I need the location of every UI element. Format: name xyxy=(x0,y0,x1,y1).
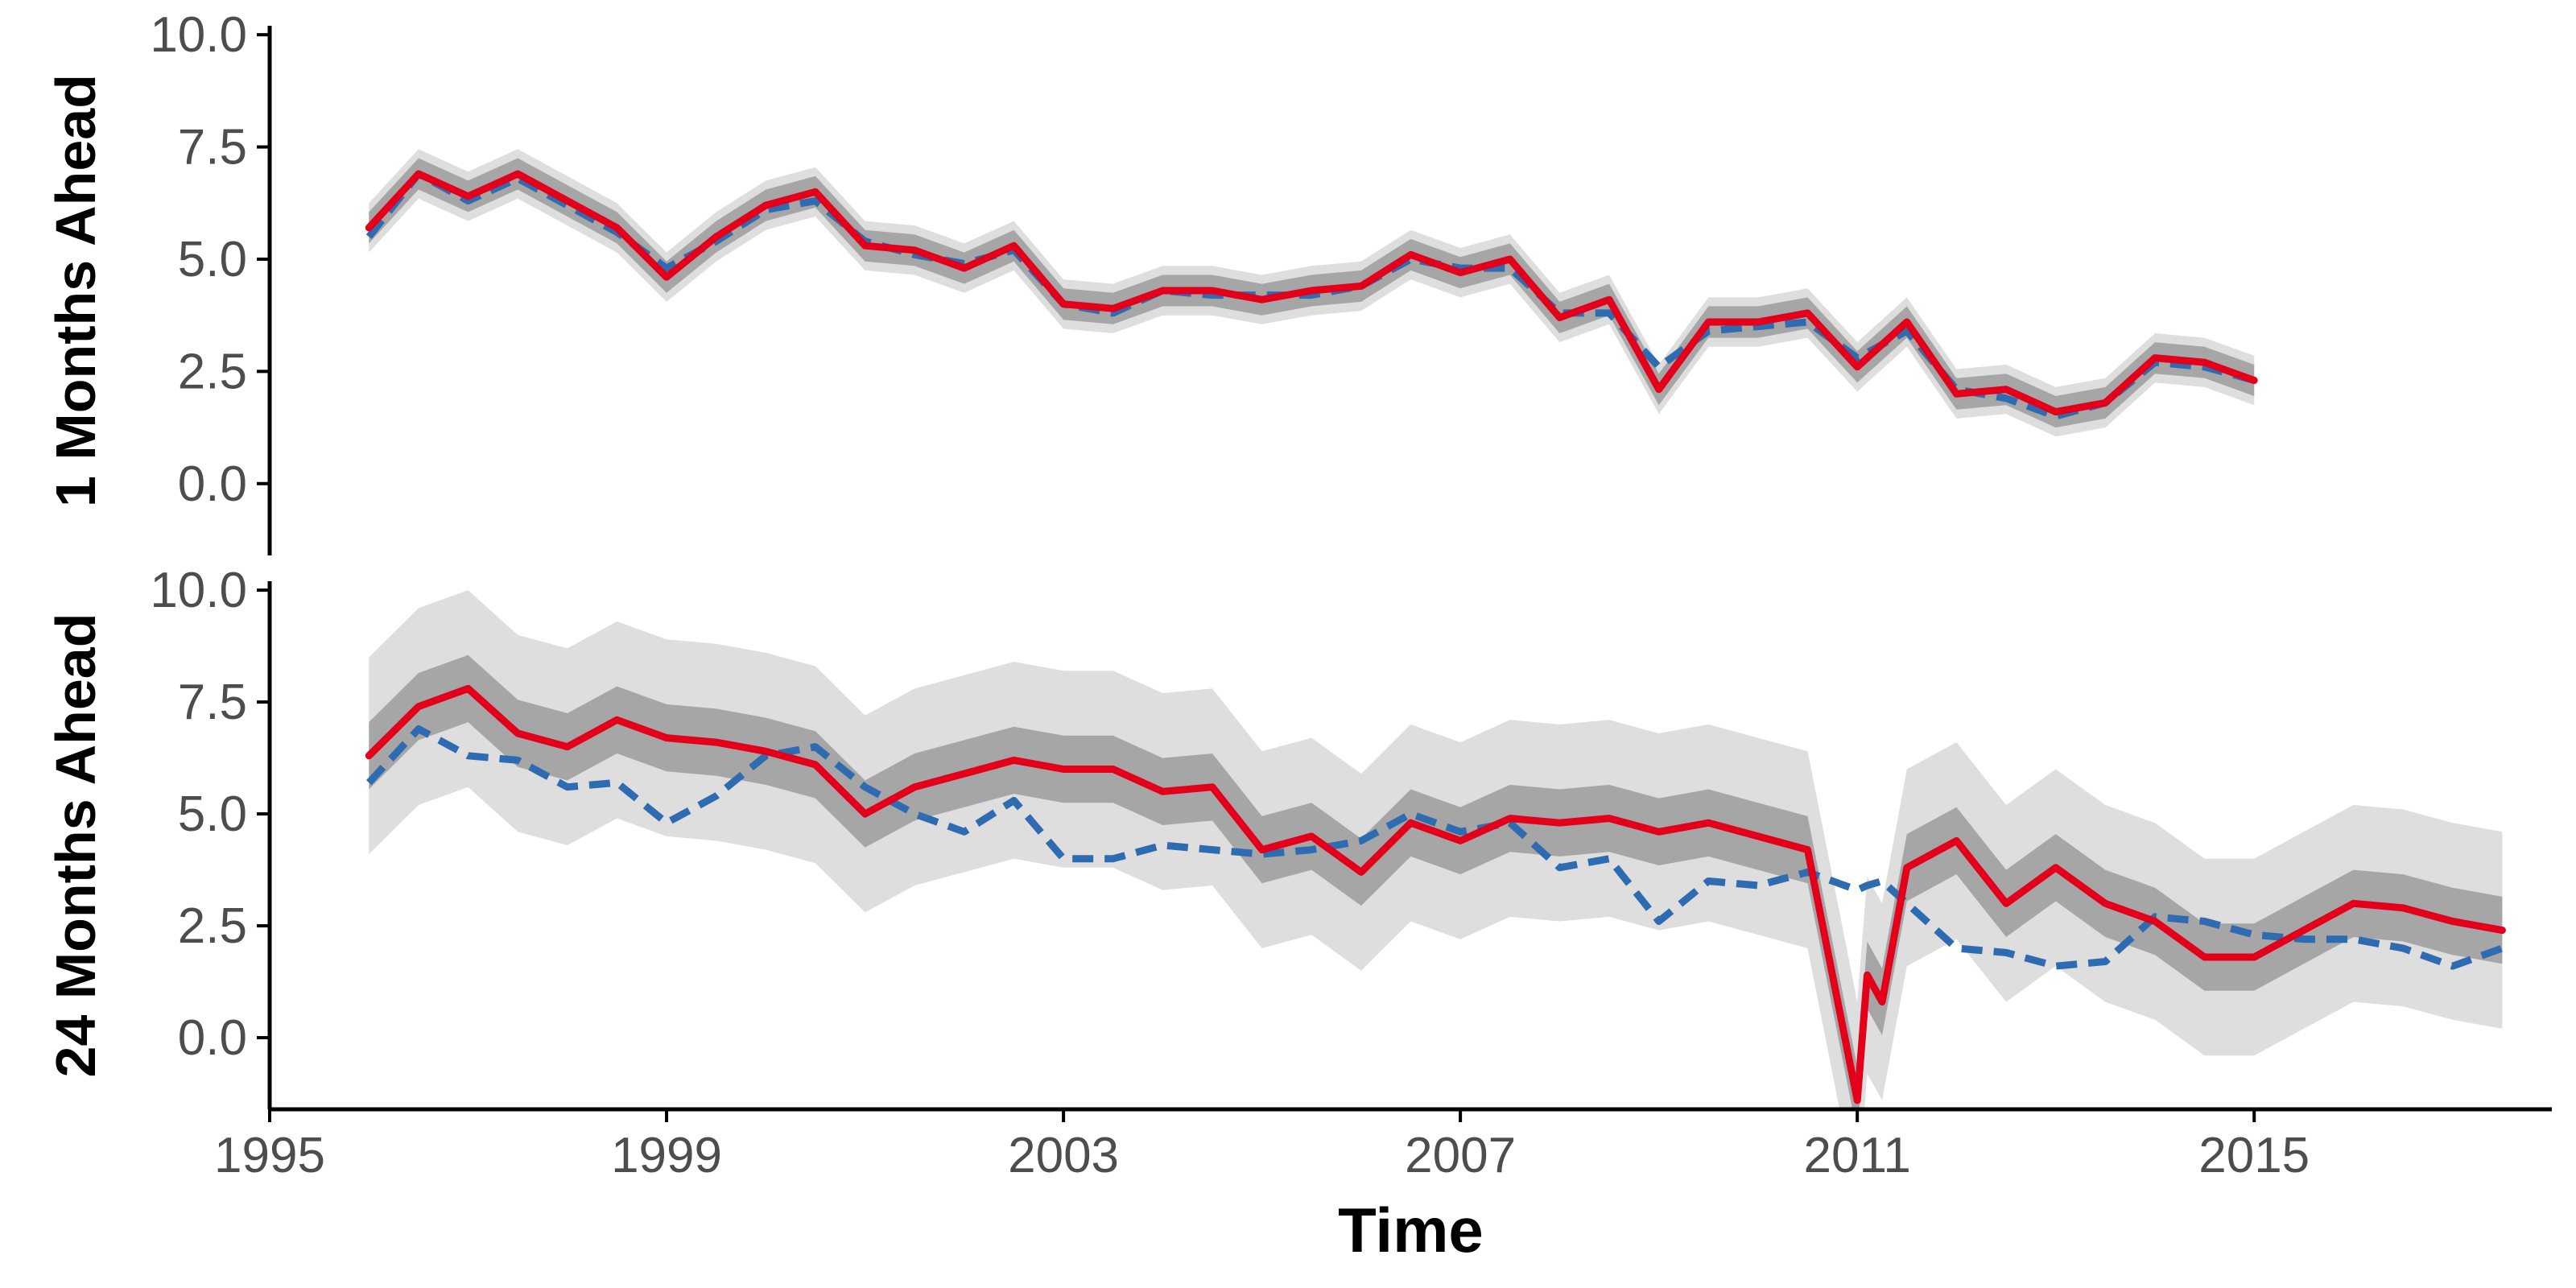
panel-1-y-tick-label: 5.0 xyxy=(178,232,247,287)
panel-1-y-title: 1 Months Ahead xyxy=(44,74,107,507)
panel-1-y-tick-label: 2.5 xyxy=(178,344,247,399)
x-tick-label: 2003 xyxy=(1008,1128,1119,1183)
panel-2-y-title: 24 Months Ahead xyxy=(44,613,107,1078)
panel-1: 0.0 2.5 5.0 7.5 10.0 1 Months Ahead xyxy=(44,7,2258,555)
panel-1-y-tick-label: 10.0 xyxy=(150,7,247,63)
panel-2-y-tick-label: 10.0 xyxy=(150,563,247,618)
panel-2-y-tick-label: 2.5 xyxy=(178,898,247,954)
panel-1-forecast-line xyxy=(365,170,2258,416)
panel-2-y-tick-label: 7.5 xyxy=(178,675,247,730)
x-tick-label: 1995 xyxy=(214,1128,325,1183)
x-tick-label: 2015 xyxy=(2198,1128,2310,1183)
panel-2-y-tick-label: 0.0 xyxy=(178,1010,247,1066)
panel-1-y-tick-label: 7.5 xyxy=(178,120,247,175)
panel-2: 0.0 2.5 5.0 7.5 10.0 24 Months Ahead xyxy=(44,563,2506,1109)
panel-1-y-tick-label: 0.0 xyxy=(178,456,247,512)
panel-1-actual-line xyxy=(365,170,2256,420)
panel-2-band-inner xyxy=(369,654,2503,1109)
x-axis-title: Time xyxy=(1338,1195,1484,1265)
x-tick-label: 2007 xyxy=(1405,1128,1516,1183)
x-tick-label: 1999 xyxy=(611,1128,722,1183)
panel-2-plot-area xyxy=(365,590,2506,1109)
panel-2-y-tick-label: 5.0 xyxy=(178,786,247,842)
panel-2-forecast-line xyxy=(365,684,2506,1104)
x-tick-label: 2011 xyxy=(1804,1128,1911,1183)
panel-1-plot-area xyxy=(365,149,2258,437)
